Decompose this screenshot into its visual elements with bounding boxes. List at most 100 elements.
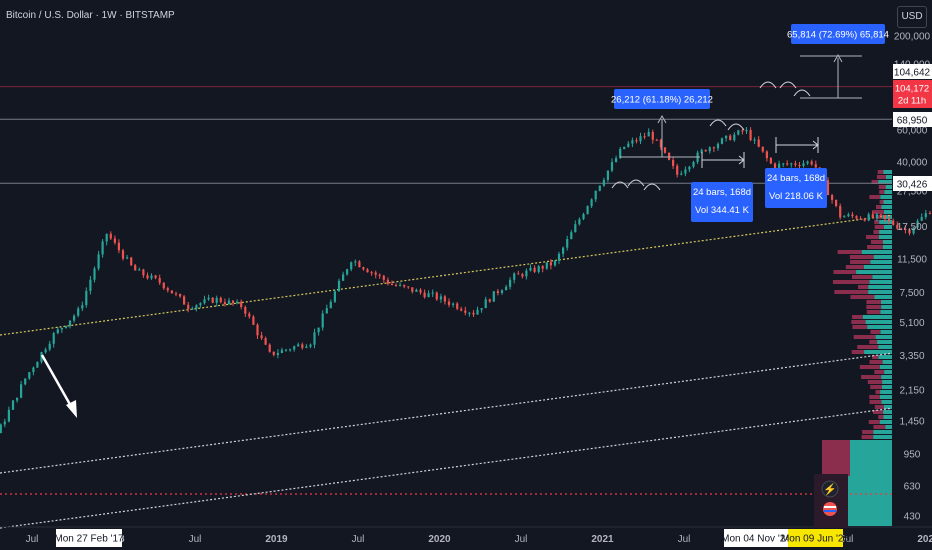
candle <box>435 291 438 301</box>
candle <box>867 212 870 222</box>
candle <box>166 286 169 293</box>
candle <box>509 277 512 290</box>
candle <box>0 423 2 434</box>
volume-profile-bar <box>881 375 892 379</box>
candle <box>900 227 903 231</box>
candle <box>68 320 72 329</box>
volume-profile-bar <box>861 435 874 439</box>
candle <box>366 268 369 273</box>
flag-icon[interactable] <box>823 502 837 516</box>
candle <box>464 306 467 316</box>
volume-profile-bar <box>879 230 892 234</box>
candlestick-series <box>0 127 931 434</box>
candle <box>154 274 157 280</box>
candle <box>256 323 259 339</box>
candle <box>790 162 793 168</box>
candle <box>916 218 919 229</box>
projection-label-top-text: 65,814 (72.69%) 65,814 <box>787 30 889 41</box>
volume-profile-bar <box>870 330 881 334</box>
candle <box>537 264 540 274</box>
candle <box>215 295 218 307</box>
candle <box>716 142 720 151</box>
arc-mark <box>627 179 645 187</box>
candle <box>615 155 618 163</box>
volume-profile-bar <box>884 225 892 229</box>
date-range-box-1: 24 bars, 168d Vol 344.41 K <box>691 182 753 222</box>
horizontal-levels <box>0 86 892 495</box>
price-tick-label: 40,000 <box>897 157 928 168</box>
candle <box>586 205 589 215</box>
candle <box>191 306 194 310</box>
candle <box>362 266 365 271</box>
arc-mark <box>611 181 629 189</box>
countdown-text: 2d 11h <box>898 96 926 107</box>
volume-profile-bar <box>865 320 892 324</box>
volume-profile-bar <box>879 200 884 204</box>
chart-title: Bitcoin / U.S. Dollar · 1W · BITSTAMP <box>6 10 175 21</box>
event-markers[interactable]: ⚡ <box>814 474 848 528</box>
volume-profile-bar <box>873 425 886 429</box>
candle <box>337 278 341 292</box>
volume-profile-bar <box>874 220 880 224</box>
price-tick-label: 60,000 <box>897 126 928 137</box>
candle <box>113 235 116 245</box>
candle <box>574 220 577 233</box>
volume-profile-bar <box>880 195 892 199</box>
candle <box>203 295 206 305</box>
candle <box>411 287 414 294</box>
volume-profile-bar <box>879 190 885 194</box>
candle <box>28 371 31 380</box>
volume-profile-bar <box>882 360 892 364</box>
lightning-icon[interactable]: ⚡ <box>823 483 837 496</box>
candle <box>456 301 459 311</box>
currency-button[interactable]: USD <box>897 6 927 28</box>
candle <box>492 291 495 302</box>
candle <box>602 177 605 187</box>
candle <box>162 282 165 290</box>
candle <box>635 137 638 144</box>
candle <box>325 304 328 314</box>
price-tick-label: 950 <box>904 450 921 461</box>
volume-profile-bar <box>851 320 866 324</box>
volume-profile-bar <box>881 300 892 304</box>
candle <box>452 302 455 308</box>
candle <box>529 264 532 272</box>
candle <box>557 251 561 265</box>
candle <box>521 272 524 279</box>
candle <box>888 215 891 225</box>
volume-profile-bar <box>850 295 875 299</box>
candle <box>142 268 145 278</box>
candle <box>81 301 84 312</box>
candle <box>138 267 141 271</box>
volume-profile-bar <box>878 180 892 184</box>
candle <box>594 190 597 203</box>
candle <box>36 361 39 368</box>
candle <box>500 289 504 295</box>
projection-arrowhead <box>833 53 843 63</box>
lower-channel-line <box>0 407 893 529</box>
time-tick-label: Jul <box>26 534 39 545</box>
volume-profile-bar <box>864 350 892 354</box>
candle <box>643 132 646 140</box>
candle <box>264 336 267 345</box>
candle <box>386 277 389 286</box>
crosshair-date-1-text: Mon 27 Feb '17 <box>54 534 124 545</box>
volume-profile-bar <box>866 300 881 304</box>
volume-profile-bar <box>868 420 880 424</box>
drawings <box>40 53 862 418</box>
candle <box>313 328 316 349</box>
volume-profile-bar <box>871 180 879 184</box>
candle <box>32 366 35 376</box>
time-tick-label: Jul <box>841 534 854 545</box>
volume-profile-bar <box>876 205 882 209</box>
candle <box>260 331 263 340</box>
candle <box>839 203 842 220</box>
candle <box>855 215 858 221</box>
candle <box>443 294 446 305</box>
candle <box>179 293 182 298</box>
candle <box>928 210 931 215</box>
volume-profile-bar <box>870 385 882 389</box>
candle <box>663 147 667 154</box>
volume-profile-bar <box>850 260 871 264</box>
